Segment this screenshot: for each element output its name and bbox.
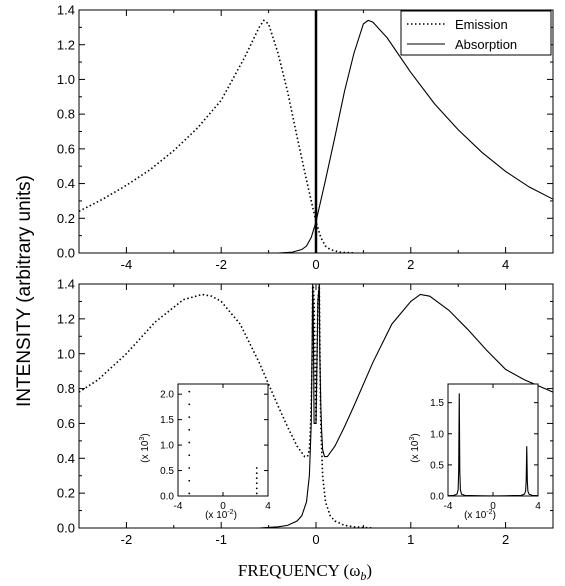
x-tick-label: -4 — [444, 501, 453, 512]
inset-left-point — [188, 441, 191, 444]
inset-left-point — [188, 467, 191, 469]
legend-box — [400, 10, 552, 56]
y-tick-label: 1.4 — [57, 3, 75, 18]
top-series-group — [79, 10, 553, 253]
inset-right-y-label: (x 103) — [409, 433, 421, 462]
y-axis-label: INTENSITY (arbitrary units) — [14, 175, 35, 407]
inset-right-x-label: (x 10-2) — [464, 509, 496, 521]
y-tick-label: 0.0 — [57, 246, 75, 261]
inset-left-point — [255, 472, 258, 474]
y-tick-label: 0.8 — [57, 107, 75, 122]
top-absorption-series — [278, 19, 553, 253]
x-axis-label: FREQUENCY (ωb) — [238, 561, 372, 583]
y-tick-label: 1.5 — [160, 415, 174, 426]
x-tick-label: -4 — [174, 501, 183, 512]
y-tick-label: 1.0 — [430, 429, 444, 440]
y-tick-label: 1.5 — [430, 398, 444, 409]
inset-left-point — [188, 390, 191, 393]
legend-label-emission: Emission — [455, 17, 508, 32]
inset-left-series-group — [188, 390, 258, 495]
bottom-absorption-series — [259, 284, 553, 528]
legend: Emission Absorption — [400, 10, 552, 56]
x-tick-label: 0 — [312, 257, 319, 272]
y-tick-label: 0.0 — [160, 492, 174, 503]
y-tick-label: 1.0 — [57, 346, 75, 361]
y-tick-label: 0.2 — [57, 486, 75, 501]
x-tick-label: 0 — [312, 532, 319, 547]
inset-left-plot-area — [178, 384, 268, 496]
y-tick-label: 1.4 — [57, 277, 75, 292]
y-tick-label: 1.0 — [57, 72, 75, 87]
inset-left-point — [188, 403, 191, 406]
x-tick-label: 4 — [535, 501, 541, 512]
y-tick-label: 0.0 — [430, 492, 444, 503]
y-tick-label: 0.5 — [160, 466, 174, 477]
inset-left-point — [188, 454, 191, 457]
x-tick-label: 4 — [265, 501, 271, 512]
inset-right-plot-area — [448, 384, 538, 496]
inset-left-point — [188, 428, 191, 431]
inset-left-point — [188, 492, 191, 495]
x-tick-label: -2 — [215, 257, 227, 272]
inset-left-point — [255, 477, 258, 480]
x-tick-label: 1 — [407, 532, 414, 547]
y-tick-label: 0.2 — [57, 211, 75, 226]
legend-label-absorption: Absorption — [455, 37, 517, 52]
top-panel: -4 -2 0 2 4 0.0 0.2 0.4 0.6 0.8 1.0 1.2 1.4 Emission A… — [57, 3, 554, 272]
y-tick-label: 1.2 — [57, 311, 75, 326]
x-tick-label: 2 — [407, 257, 414, 272]
x-tick-label: 2 — [502, 532, 509, 547]
inset-left-x-label: (x 10-2) — [205, 509, 237, 521]
x-tick-label: -4 — [121, 257, 133, 272]
inset-left-point — [188, 479, 191, 482]
y-tick-label: 0.6 — [57, 416, 75, 431]
x-tick-label: 0 — [220, 501, 226, 512]
x-tick-label: 0 — [490, 501, 496, 512]
inset-right-panel: -4 0 4 0.0 0.5 1.0 1.5 — [430, 383, 541, 512]
y-tick-label: 0.6 — [57, 141, 75, 156]
y-tick-label: 0.5 — [430, 460, 444, 471]
inset-left-point — [188, 416, 191, 418]
x-tick-label: -1 — [215, 532, 227, 547]
inset-left-point — [255, 492, 258, 495]
x-tick-label: 4 — [502, 257, 509, 272]
y-tick-label: 2.0 — [160, 390, 174, 401]
y-tick-label: 1.2 — [57, 37, 75, 52]
y-tick-label: 0.0 — [57, 521, 75, 536]
y-tick-label: 0.8 — [57, 381, 75, 396]
y-tick-label: 0.4 — [57, 451, 75, 466]
x-tick-label: -2 — [121, 532, 133, 547]
inset-left-y-label: (x 103) — [139, 433, 151, 462]
bottom-series-group — [79, 284, 553, 528]
inset-left-point — [255, 487, 258, 490]
y-tick-label: 0.4 — [57, 176, 75, 191]
y-tick-label: 1.0 — [160, 441, 174, 452]
inset-left-point — [255, 482, 258, 485]
inset-left-point — [255, 467, 258, 469]
inset-left-panel: -4 0 4 0.0 0.5 1.0 1.5 2.0 — [160, 383, 271, 512]
